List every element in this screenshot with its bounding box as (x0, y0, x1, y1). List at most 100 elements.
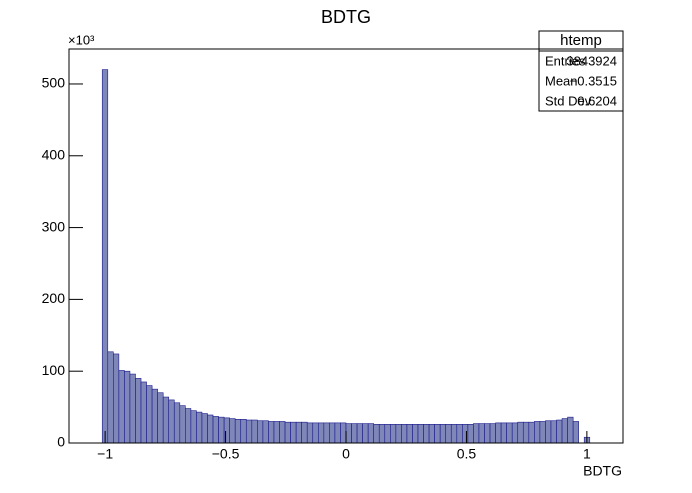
bar (212, 416, 219, 444)
bar (467, 424, 474, 444)
bar (384, 424, 391, 444)
x-axis-label: BDTG (583, 463, 622, 479)
bar (218, 416, 225, 444)
bar (412, 424, 419, 444)
stats-value: 0.6204 (577, 93, 617, 108)
bar (234, 419, 242, 444)
stats-label: Mean (545, 73, 578, 88)
bar (157, 392, 164, 444)
y-tick-label: 100 (42, 362, 66, 378)
bar (301, 421, 308, 444)
bar (151, 388, 158, 444)
bar (185, 408, 192, 444)
bar (500, 422, 507, 444)
bar (306, 422, 314, 444)
stats-value: −0.3515 (570, 73, 617, 88)
stats-label: Std Dev (545, 93, 592, 108)
bar (456, 424, 463, 444)
bar (201, 413, 208, 444)
bar (539, 421, 546, 444)
bar (522, 421, 530, 444)
bar (395, 424, 402, 444)
bar (545, 420, 552, 444)
bar (445, 424, 452, 444)
bar (550, 420, 557, 444)
stats-title: htemp (560, 32, 602, 49)
y-tick-label: 500 (42, 75, 66, 91)
y-tick-label: 400 (42, 146, 66, 162)
bar (423, 424, 430, 444)
bar (367, 423, 375, 444)
bar (506, 422, 513, 444)
stats-label: Entries (545, 53, 586, 68)
bar (168, 399, 175, 444)
bar (356, 423, 363, 444)
bar (345, 423, 352, 444)
bar (257, 420, 264, 444)
bar (279, 421, 286, 444)
bar (290, 421, 297, 444)
x-tick-label: −1 (97, 446, 113, 462)
bar (428, 424, 435, 444)
bar (401, 424, 408, 444)
bar (129, 373, 136, 444)
stats-value: 3843924 (566, 53, 617, 68)
bar (534, 421, 541, 444)
bar (190, 410, 197, 444)
bar (478, 423, 485, 444)
bar (489, 423, 496, 444)
bar (390, 424, 397, 444)
bar (245, 419, 253, 444)
bar (462, 424, 469, 444)
y-multiplier: ×10³ (68, 32, 95, 47)
chart-title: BDTG (321, 7, 371, 27)
bar (251, 419, 258, 444)
bar (101, 69, 109, 444)
bar (572, 421, 579, 444)
bar (262, 420, 269, 444)
y-tick-label: 0 (57, 434, 65, 450)
bar (556, 419, 563, 444)
bar (295, 421, 302, 444)
bar (439, 424, 447, 444)
bar (240, 419, 247, 444)
y-tick-label: 200 (42, 290, 66, 306)
bar (511, 422, 519, 444)
bar (268, 421, 275, 444)
bar (135, 378, 142, 444)
bar (362, 423, 369, 444)
x-tick-label: 0 (342, 446, 350, 462)
bar (323, 422, 330, 444)
bar (317, 422, 325, 444)
bar (207, 414, 214, 444)
bar (334, 422, 341, 444)
bar (378, 424, 386, 444)
bar (517, 421, 524, 444)
bar (284, 421, 291, 444)
bar (373, 424, 380, 444)
x-tick-label: 1 (583, 446, 591, 462)
x-tick-label: 0.5 (457, 446, 477, 462)
bar (146, 385, 153, 444)
bar (173, 402, 181, 444)
bar (312, 422, 319, 444)
bar (484, 423, 491, 444)
x-tick-label: −0.5 (212, 446, 240, 462)
bar (473, 423, 480, 444)
bar (329, 422, 336, 444)
bar (124, 370, 131, 444)
bar (107, 351, 114, 444)
bar (567, 416, 574, 444)
bar (450, 424, 458, 444)
bar (118, 370, 125, 444)
bar (417, 424, 424, 444)
bar (340, 422, 347, 444)
bar (229, 418, 236, 444)
bar (179, 405, 186, 444)
bar (561, 418, 568, 444)
bar (223, 417, 230, 444)
y-tick-label: 300 (42, 218, 66, 234)
bar (495, 422, 502, 444)
